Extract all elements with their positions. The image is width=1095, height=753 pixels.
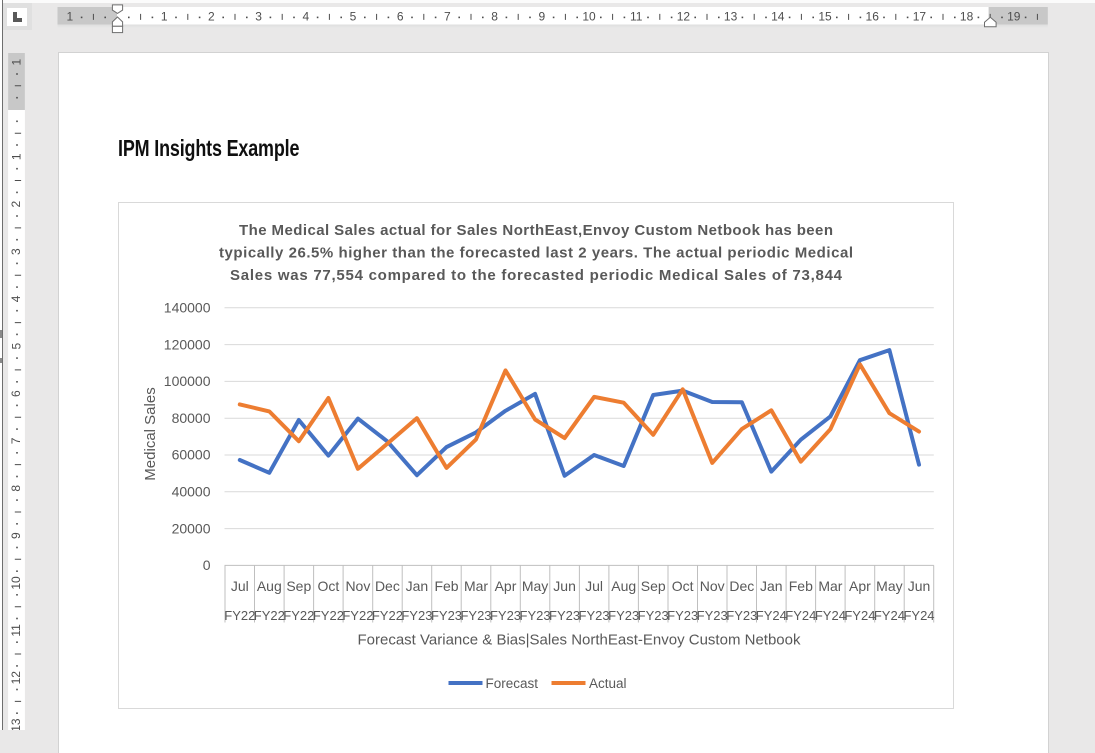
svg-text:Sales was 77,554 compared to t: Sales was 77,554 compared to the forecas… (230, 267, 843, 284)
svg-text:2: 2 (9, 201, 23, 208)
svg-text:6: 6 (9, 390, 23, 397)
svg-text:FY24: FY24 (844, 608, 875, 623)
svg-text:Sep: Sep (641, 578, 666, 594)
svg-text:Feb: Feb (434, 578, 458, 594)
svg-text:3: 3 (255, 10, 262, 24)
svg-text:Sep: Sep (286, 578, 311, 594)
svg-text:Dec: Dec (375, 578, 400, 594)
svg-text:FY23: FY23 (638, 608, 669, 623)
svg-text:1: 1 (161, 10, 168, 24)
svg-text:FY22: FY22 (313, 608, 344, 623)
svg-text:Apr: Apr (495, 578, 517, 594)
svg-text:FY22: FY22 (372, 608, 403, 623)
svg-text:40000: 40000 (172, 484, 211, 500)
svg-text:11: 11 (630, 10, 643, 24)
svg-text:2: 2 (208, 10, 215, 24)
svg-text:Nov: Nov (345, 578, 370, 594)
svg-text:Jun: Jun (908, 578, 931, 594)
svg-text:4: 4 (9, 295, 23, 302)
svg-text:14: 14 (771, 10, 785, 24)
svg-text:Nov: Nov (700, 578, 725, 594)
svg-text:10: 10 (9, 576, 23, 590)
svg-text:15: 15 (818, 10, 832, 24)
svg-text:FY22: FY22 (254, 608, 285, 623)
svg-text:Jan: Jan (760, 578, 783, 594)
svg-text:Jul: Jul (231, 578, 249, 594)
svg-text:FY23: FY23 (520, 608, 551, 623)
svg-text:8: 8 (9, 485, 23, 492)
svg-text:FY23: FY23 (460, 608, 491, 623)
svg-text:The Medical Sales actual for S: The Medical Sales actual for Sales North… (239, 222, 833, 239)
svg-text:FY24: FY24 (756, 608, 787, 623)
svg-text:Aug: Aug (257, 578, 282, 594)
svg-text:Dec: Dec (729, 578, 754, 594)
svg-text:Mar: Mar (464, 578, 488, 594)
svg-text:17: 17 (913, 10, 927, 24)
svg-text:Forecast Variance & Bias|Sales: Forecast Variance & Bias|Sales NorthEast… (358, 632, 801, 649)
svg-text:9: 9 (9, 532, 23, 539)
svg-text:FY22: FY22 (224, 608, 255, 623)
svg-text:Jun: Jun (553, 578, 576, 594)
svg-text:1: 1 (9, 58, 23, 65)
svg-text:May: May (876, 578, 902, 594)
svg-text:FY23: FY23 (667, 608, 698, 623)
svg-text:5: 5 (350, 10, 357, 24)
svg-text:FY23: FY23 (549, 608, 580, 623)
svg-text:Oct: Oct (318, 578, 340, 594)
svg-text:FY24: FY24 (874, 608, 905, 623)
svg-text:20000: 20000 (172, 520, 211, 536)
svg-text:Forecast: Forecast (486, 676, 539, 691)
svg-text:1: 1 (9, 153, 23, 160)
svg-text:typically 26.5% higher than th: typically 26.5% higher than the forecast… (219, 245, 853, 262)
svg-text:Feb: Feb (789, 578, 813, 594)
svg-text:11: 11 (9, 624, 23, 637)
svg-text:10: 10 (582, 10, 596, 24)
svg-text:6: 6 (397, 10, 404, 24)
svg-text:FY23: FY23 (579, 608, 610, 623)
svg-text:16: 16 (866, 10, 880, 24)
svg-text:Jul: Jul (585, 578, 603, 594)
svg-text:9: 9 (538, 10, 545, 24)
svg-text:120000: 120000 (164, 336, 211, 352)
svg-text:FY23: FY23 (726, 608, 757, 623)
svg-text:Jan: Jan (406, 578, 429, 594)
svg-text:100000: 100000 (164, 373, 211, 389)
svg-text:8: 8 (491, 10, 498, 24)
svg-text:7: 7 (444, 10, 451, 24)
svg-text:FY23: FY23 (431, 608, 462, 623)
svg-text:FY23: FY23 (490, 608, 521, 623)
svg-text:19: 19 (1007, 10, 1021, 24)
svg-text:140000: 140000 (164, 300, 211, 316)
svg-text:18: 18 (960, 10, 974, 24)
svg-text:80000: 80000 (172, 410, 211, 426)
svg-text:Mar: Mar (818, 578, 842, 594)
svg-text:FY23: FY23 (697, 608, 728, 623)
svg-text:Actual: Actual (589, 676, 627, 691)
svg-text:FY22: FY22 (342, 608, 373, 623)
svg-text:Medical Sales: Medical Sales (142, 387, 159, 480)
svg-text:12: 12 (677, 10, 691, 24)
svg-text:May: May (522, 578, 548, 594)
svg-text:60000: 60000 (172, 447, 211, 463)
svg-text:FY24: FY24 (815, 608, 846, 623)
svg-text:4: 4 (302, 10, 309, 24)
svg-text:Oct: Oct (672, 578, 694, 594)
svg-text:Apr: Apr (849, 578, 871, 594)
svg-text:FY23: FY23 (608, 608, 639, 623)
svg-text:7: 7 (9, 437, 23, 444)
svg-text:1: 1 (66, 10, 73, 24)
svg-text:Aug: Aug (611, 578, 636, 594)
svg-text:FY24: FY24 (903, 608, 934, 623)
svg-text:FY24: FY24 (785, 608, 816, 623)
svg-text:12: 12 (9, 671, 23, 685)
svg-text:0: 0 (203, 557, 211, 573)
svg-text:13: 13 (724, 10, 738, 24)
svg-text:5: 5 (9, 343, 23, 350)
svg-text:3: 3 (9, 248, 23, 255)
svg-text:FY22: FY22 (283, 608, 314, 623)
svg-text:FY23: FY23 (401, 608, 432, 623)
svg-text:13: 13 (9, 718, 23, 730)
